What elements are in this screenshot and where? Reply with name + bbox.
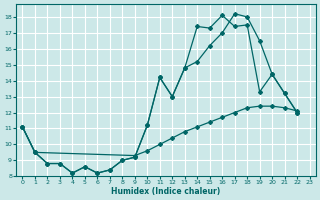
X-axis label: Humidex (Indice chaleur): Humidex (Indice chaleur) xyxy=(111,187,221,196)
